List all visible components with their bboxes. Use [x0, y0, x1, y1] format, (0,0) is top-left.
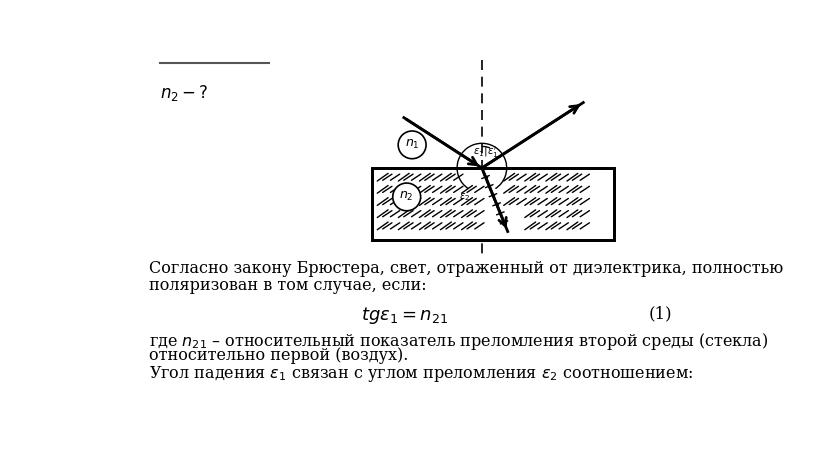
Text: $\varepsilon_1|\varepsilon_1'$: $\varepsilon_1|\varepsilon_1'$	[473, 145, 498, 160]
Text: относительно первой (воздух).: относительно первой (воздух).	[149, 347, 408, 365]
Circle shape	[393, 183, 421, 211]
Bar	[372, 168, 614, 240]
Text: Согласно закону Брюстера, свет, отраженный от диэлектрика, полностью: Согласно закону Брюстера, свет, отраженн…	[149, 261, 783, 277]
Text: $n_2$: $n_2$	[400, 190, 414, 203]
Text: $tg\varepsilon_1 = n_{21}$: $tg\varepsilon_1 = n_{21}$	[361, 305, 448, 326]
Text: $\varepsilon_2$: $\varepsilon_2$	[459, 191, 471, 203]
Text: где $n_{21}$ – относительный показатель преломления второй среды (стекла): где $n_{21}$ – относительный показатель …	[149, 331, 768, 352]
Text: $n_1$: $n_1$	[404, 138, 419, 151]
Bar	[372, 168, 614, 240]
Bar	[372, 168, 614, 240]
Text: $n_2-?$: $n_2-?$	[160, 83, 209, 103]
Text: поляризован в том случае, если:: поляризован в том случае, если:	[149, 277, 426, 293]
Text: (1): (1)	[649, 305, 672, 322]
Text: Угол падения $\varepsilon_1$ связан с углом преломления $\varepsilon_2$ соотноше: Угол падения $\varepsilon_1$ связан с уг…	[149, 364, 693, 383]
